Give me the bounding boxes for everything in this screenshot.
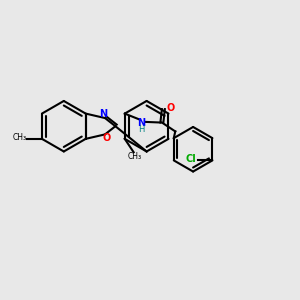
Text: CH₃: CH₃ — [128, 152, 142, 161]
Text: N: N — [137, 118, 145, 128]
Text: CH₃: CH₃ — [13, 133, 27, 142]
Text: Cl: Cl — [186, 154, 196, 164]
Text: N: N — [100, 110, 108, 119]
Text: H: H — [138, 125, 144, 134]
Text: O: O — [102, 133, 111, 143]
Text: O: O — [167, 103, 175, 112]
